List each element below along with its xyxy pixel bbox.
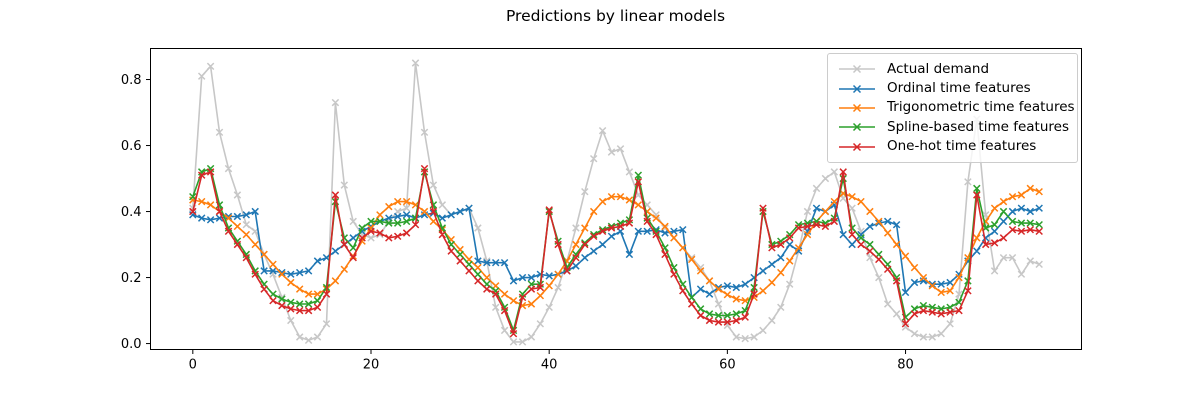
- legend-label: Trigonometric time features: [887, 99, 1075, 116]
- series-markers-1: [189, 201, 1043, 302]
- x-tick-label: 60: [719, 358, 736, 373]
- axes-frame: [150, 48, 1082, 350]
- legend-item: Spline-based time features: [828, 120, 1077, 134]
- legend-label: One-hot time features: [887, 137, 1037, 154]
- y-tick-label: 0.4: [121, 205, 142, 220]
- x-tick-label: 40: [541, 358, 558, 373]
- x-tick-label: 20: [363, 358, 380, 373]
- series-markers-2: [189, 184, 1043, 310]
- legend: Actual demand Ordinal time features Trigon…: [827, 53, 1078, 163]
- series-markers-4: [189, 164, 1043, 338]
- chart-title: Predictions by linear models: [505, 7, 726, 25]
- y-tick-label: 0.2: [121, 271, 142, 286]
- legend-item: Actual demand: [828, 62, 1077, 76]
- series-line-4: [192, 167, 1040, 335]
- x-tick-label: 0: [189, 358, 197, 373]
- legend-label: Actual demand: [887, 60, 990, 77]
- y-tick-label: 0.0: [121, 337, 142, 352]
- series-line-2: [192, 187, 1040, 307]
- y-tick-label: 0.8: [121, 73, 142, 88]
- legend-line-x-marker-icon: [839, 123, 875, 132]
- legend-item: Ordinal time features: [828, 79, 1077, 96]
- legend-label: Spline-based time features: [887, 118, 1069, 135]
- legend-line-x-marker-icon: [839, 142, 875, 151]
- x-tick-label: 80: [897, 358, 914, 373]
- y-tick-label: 0.6: [121, 139, 142, 154]
- legend-line-x-marker-icon: [839, 65, 875, 74]
- legend-line-x-marker-icon: [839, 103, 875, 113]
- legend-line-x-marker-icon: [839, 84, 875, 93]
- series-line-1: [192, 204, 1040, 299]
- legend-label: Ordinal time features: [887, 79, 1031, 96]
- legend-item: Trigonometric time features: [828, 101, 1077, 115]
- legend-item: One-hot time features: [828, 137, 1077, 154]
